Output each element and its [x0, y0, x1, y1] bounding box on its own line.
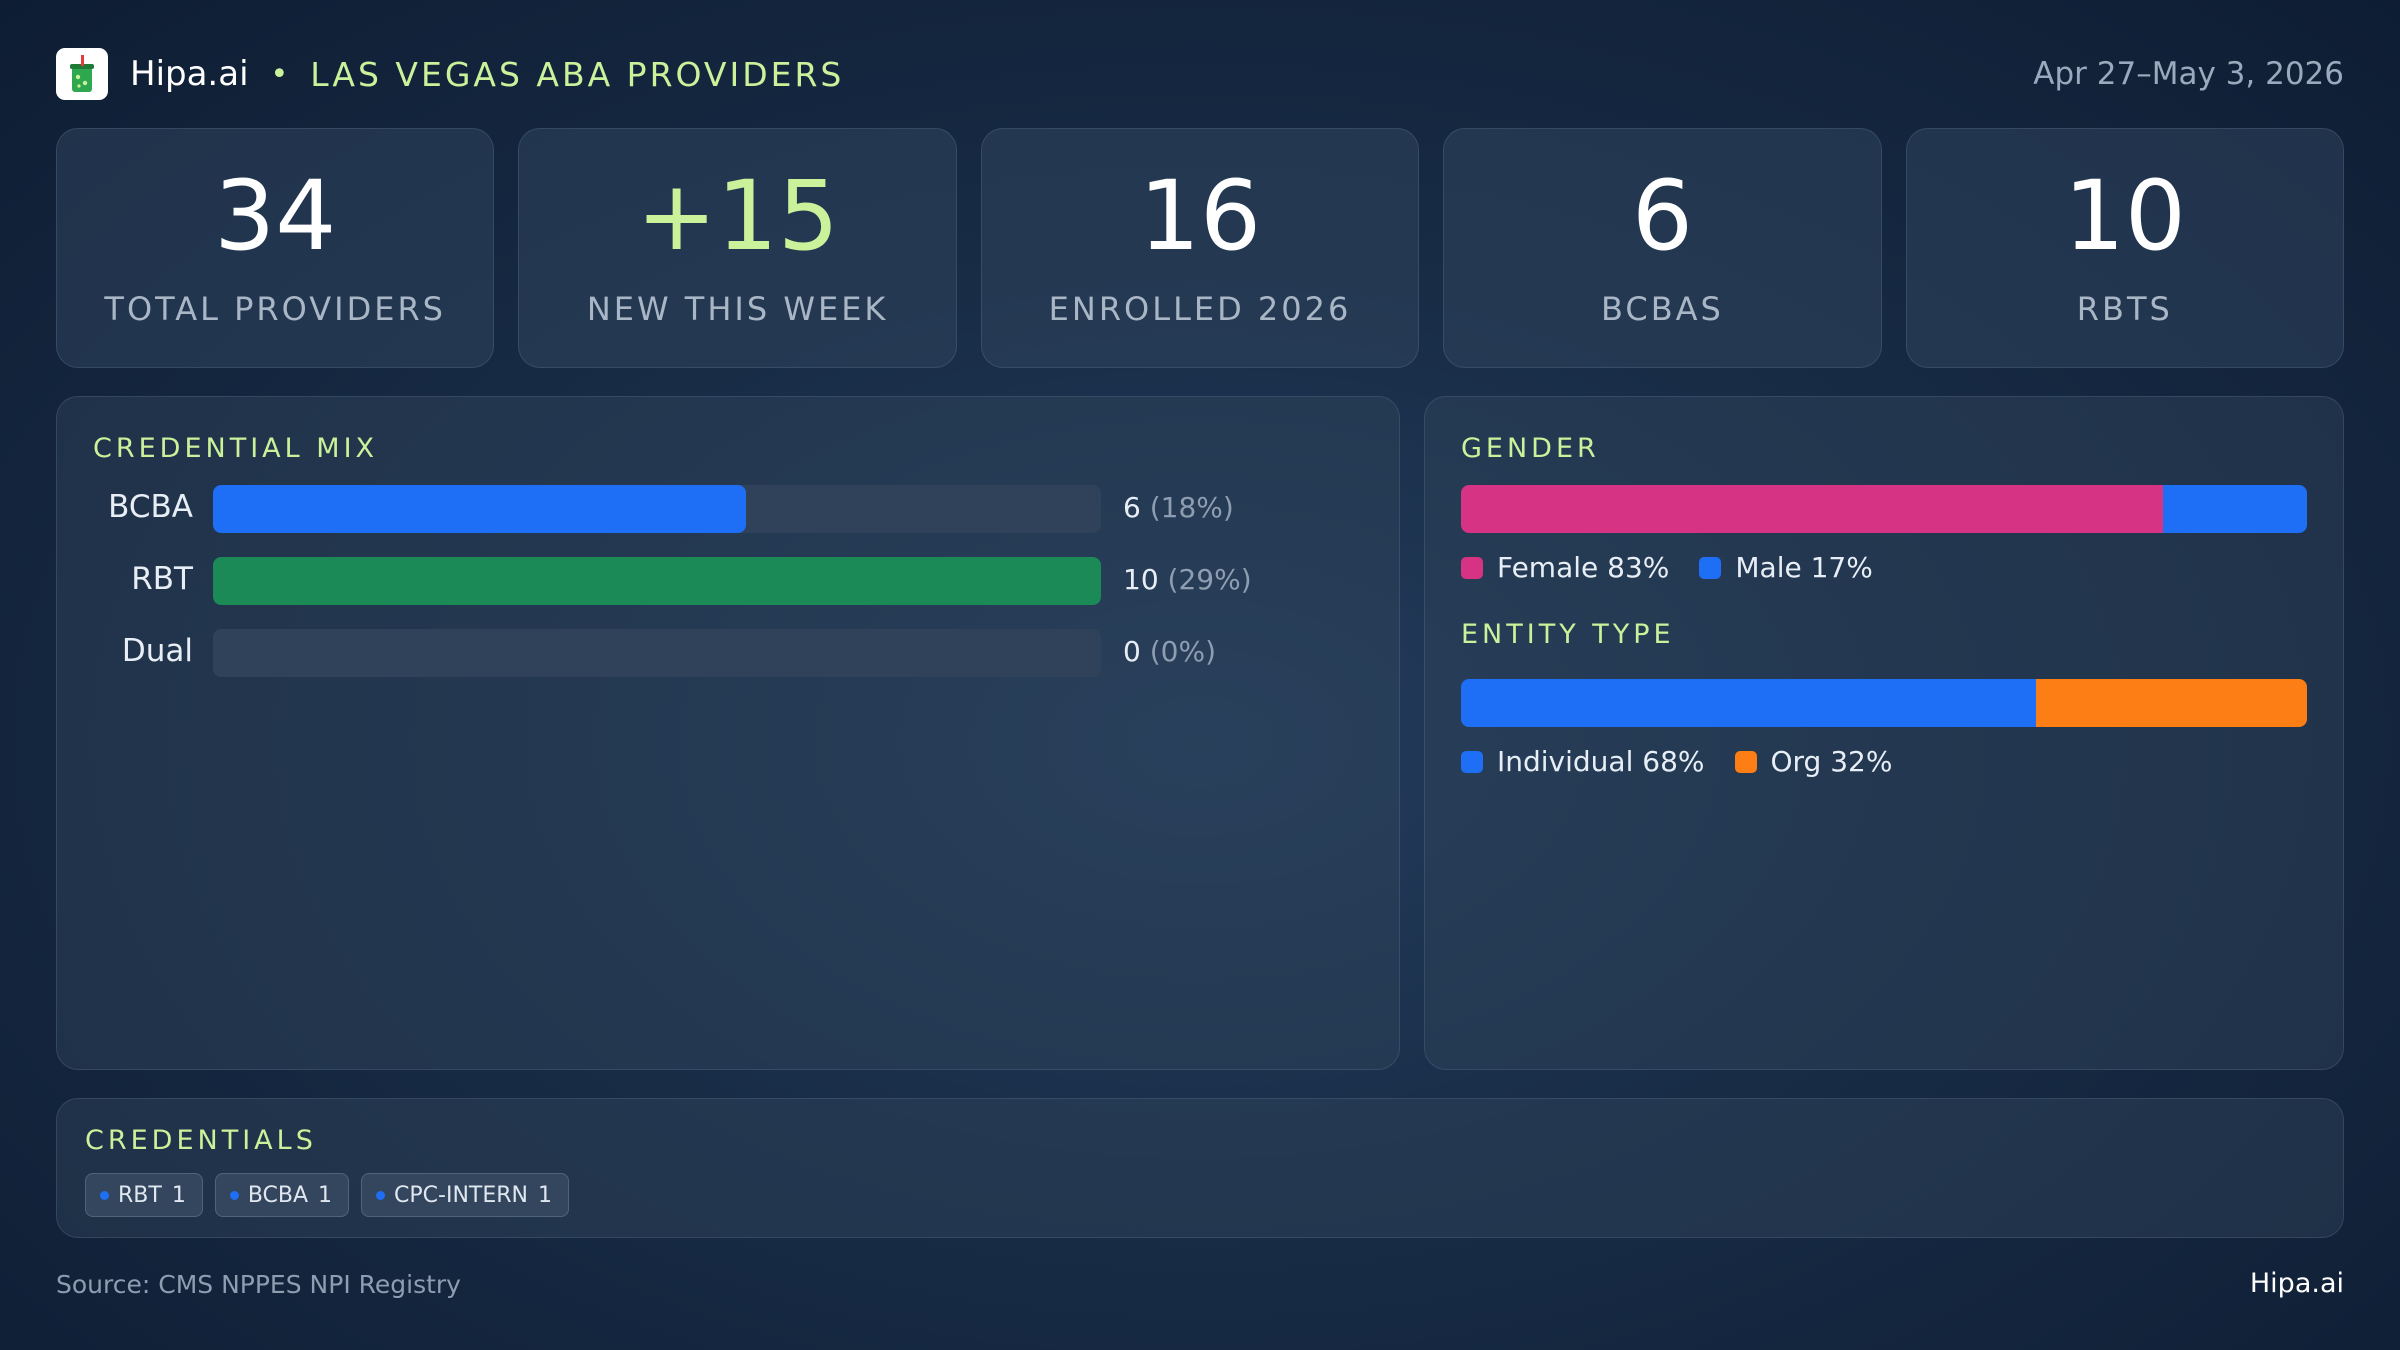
legend-item-male: Male 17%: [1699, 551, 1873, 584]
kpi-label: RBTS: [2076, 290, 2173, 328]
kpi-value: +15: [636, 160, 839, 272]
title-separator: •: [270, 56, 289, 92]
bar-track: [213, 557, 1101, 605]
gender-segment-female: [1461, 485, 2164, 533]
gender-legend: Female 83% Male 17%: [1461, 551, 1903, 584]
legend-item-org: Org 32%: [1734, 745, 1893, 778]
bar-value: 10 (29%): [1123, 563, 1252, 596]
kpi-label: ENROLLED 2026: [1048, 290, 1352, 328]
kpi-label: TOTAL PROVIDERS: [104, 290, 446, 328]
kpi-row: 34 TOTAL PROVIDERS +15 NEW THIS WEEK 16 …: [56, 128, 2345, 368]
gender-segment-male: [2163, 485, 2307, 533]
chip-name: RBT: [118, 1182, 162, 1208]
credential-mix-panel: CREDENTIAL MIX BCBA 6 (18%) RBT 10 (29%)…: [56, 396, 1400, 1070]
kpi-bcbas: 6 BCBAS: [1443, 128, 1882, 368]
bar-label: RBT: [131, 561, 193, 597]
kpi-value: 10: [2063, 160, 2186, 272]
panel-title: CREDENTIAL MIX: [93, 433, 379, 464]
brand-name: Hipa.ai: [130, 54, 249, 94]
bar-track: [213, 629, 1101, 677]
bar-label: Dual: [121, 633, 193, 669]
chip-bcba[interactable]: BCBA 1: [214, 1173, 350, 1217]
bar-fill: [213, 557, 1101, 605]
drink-cup-icon: [56, 48, 108, 100]
credentials-panel: CREDENTIALS RBT 1 BCBA 1 CPC-INTERN 1: [56, 1098, 2344, 1238]
chip-name: BCBA: [247, 1182, 309, 1208]
entity-legend: Individual 68% Org 32%: [1461, 745, 1922, 778]
bar-value: 6 (18%): [1123, 491, 1234, 524]
bar-percent: (29%): [1167, 563, 1252, 596]
bar-track: [213, 485, 1101, 533]
bar-value: 0 (0%): [1123, 635, 1216, 668]
legend-swatch: [1734, 750, 1757, 773]
legend-label: Female 83%: [1497, 551, 1670, 584]
kpi-new-this-week: +15 NEW THIS WEEK: [518, 128, 957, 368]
demographics-panel: GENDER Female 83% Male 17% ENTITY TYPE I…: [1424, 396, 2344, 1070]
panel-title: CREDENTIALS: [85, 1125, 317, 1156]
dot-icon: [229, 1190, 239, 1200]
chip-count: 1: [171, 1182, 186, 1208]
chip-rbt[interactable]: RBT 1: [85, 1173, 203, 1217]
dashboard-subtitle: LAS VEGAS ABA PROVIDERS: [310, 54, 845, 94]
kpi-value: 34: [214, 160, 337, 272]
bar-percent: (18%): [1149, 491, 1234, 524]
bar-row-rbt: RBT 10 (29%): [57, 557, 1399, 605]
bar-label: BCBA: [108, 489, 193, 525]
entity-segment-org: [2036, 679, 2307, 727]
footer-brand: Hipa.ai: [2249, 1268, 2344, 1299]
dot-icon: [376, 1190, 386, 1200]
legend-item-female: Female 83%: [1461, 551, 1669, 584]
chip-cpc-intern[interactable]: CPC-INTERN 1: [361, 1173, 570, 1217]
bar-row-bcba: BCBA 6 (18%): [57, 485, 1399, 533]
legend-label: Individual 68%: [1497, 745, 1705, 778]
gender-stacked-bar: [1461, 485, 2307, 533]
bar-count: 6: [1123, 491, 1141, 524]
source-note: Source: CMS NPPES NPI Registry: [56, 1270, 461, 1299]
bar-percent: (0%): [1149, 635, 1217, 668]
gender-title: GENDER: [1461, 433, 1600, 464]
entity-stacked-bar: [1461, 679, 2307, 727]
legend-swatch: [1461, 750, 1483, 773]
chip-count: 1: [318, 1182, 333, 1208]
bar-row-dual: Dual 0 (0%): [57, 629, 1399, 677]
legend-label: Org 32%: [1770, 745, 1893, 778]
credential-chips: RBT 1 BCBA 1 CPC-INTERN 1: [85, 1173, 570, 1217]
kpi-enrolled-2026: 16 ENROLLED 2026: [980, 128, 1420, 368]
kpi-value: 6: [1631, 160, 1693, 272]
chip-count: 1: [538, 1182, 553, 1208]
bar-fill: [213, 485, 746, 533]
kpi-rbts: 10 RBTS: [1905, 128, 2345, 368]
entity-type-title: ENTITY TYPE: [1461, 619, 1675, 650]
kpi-value: 16: [1138, 160, 1262, 272]
header: Hipa.ai • LAS VEGAS ABA PROVIDERS Apr 27…: [56, 46, 2344, 102]
bar-count: 0: [1123, 635, 1141, 668]
kpi-label: BCBAS: [1600, 290, 1724, 328]
legend-swatch: [1461, 556, 1483, 579]
legend-swatch: [1699, 556, 1722, 579]
dot-icon: [100, 1190, 109, 1200]
date-range: Apr 27–May 3, 2026: [2033, 56, 2344, 92]
kpi-label: NEW THIS WEEK: [586, 290, 889, 328]
legend-label: Male 17%: [1735, 551, 1873, 584]
entity-segment-individual: [1461, 679, 2037, 727]
chip-name: CPC-INTERN: [394, 1182, 529, 1208]
bar-count: 10: [1123, 563, 1159, 596]
kpi-total-providers: 34 TOTAL PROVIDERS: [56, 128, 495, 368]
legend-item-individual: Individual 68%: [1461, 745, 1705, 778]
